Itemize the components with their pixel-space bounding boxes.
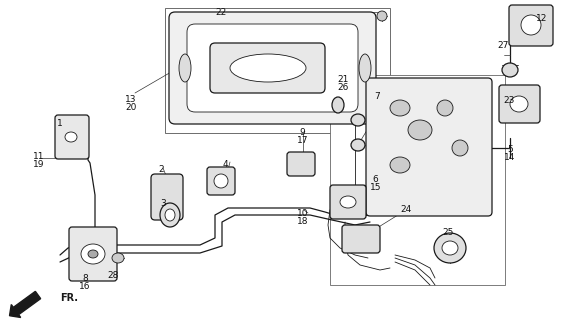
Text: 13: 13: [125, 95, 136, 104]
Ellipse shape: [340, 196, 356, 208]
Ellipse shape: [437, 100, 453, 116]
Ellipse shape: [351, 114, 365, 126]
FancyBboxPatch shape: [330, 185, 366, 219]
Text: 21: 21: [337, 75, 348, 84]
Ellipse shape: [521, 15, 541, 35]
Text: 25: 25: [442, 228, 454, 237]
FancyBboxPatch shape: [55, 115, 89, 159]
Ellipse shape: [351, 139, 365, 151]
Ellipse shape: [88, 250, 98, 258]
Ellipse shape: [165, 209, 175, 221]
Text: 22: 22: [215, 8, 226, 17]
FancyArrow shape: [10, 292, 41, 317]
FancyBboxPatch shape: [210, 43, 325, 93]
Ellipse shape: [408, 120, 432, 140]
Ellipse shape: [452, 140, 468, 156]
Bar: [165, 8, 390, 133]
Ellipse shape: [390, 157, 410, 173]
Bar: [330, 75, 505, 285]
Text: 9: 9: [300, 128, 305, 137]
FancyBboxPatch shape: [151, 174, 183, 220]
Ellipse shape: [359, 54, 371, 82]
FancyBboxPatch shape: [499, 85, 540, 123]
Ellipse shape: [214, 174, 228, 188]
Text: FR.: FR.: [60, 293, 78, 303]
Ellipse shape: [510, 96, 528, 112]
Ellipse shape: [332, 97, 344, 113]
Text: 27: 27: [497, 41, 509, 50]
FancyBboxPatch shape: [187, 24, 358, 112]
Text: 12: 12: [536, 14, 547, 23]
Text: 15: 15: [370, 183, 381, 192]
Text: 16: 16: [79, 282, 91, 291]
Text: 10: 10: [297, 209, 308, 218]
Text: 18: 18: [297, 217, 308, 226]
Text: 28: 28: [108, 271, 119, 280]
FancyBboxPatch shape: [509, 5, 553, 46]
Text: 1: 1: [57, 119, 63, 128]
FancyBboxPatch shape: [366, 78, 492, 216]
Text: 19: 19: [33, 160, 45, 169]
Text: 23: 23: [503, 96, 515, 105]
Text: 6: 6: [372, 175, 378, 184]
Text: 14: 14: [504, 153, 516, 162]
FancyBboxPatch shape: [342, 225, 380, 253]
Ellipse shape: [81, 244, 105, 264]
Text: 8: 8: [82, 274, 88, 283]
Ellipse shape: [502, 63, 518, 77]
Text: 5: 5: [507, 145, 513, 154]
Text: 4: 4: [222, 160, 228, 169]
Ellipse shape: [442, 241, 458, 255]
FancyBboxPatch shape: [169, 12, 376, 124]
Text: 26: 26: [337, 83, 348, 92]
Ellipse shape: [377, 11, 387, 21]
Ellipse shape: [65, 132, 77, 142]
FancyBboxPatch shape: [69, 227, 117, 281]
Ellipse shape: [390, 100, 410, 116]
Text: 20: 20: [125, 103, 136, 112]
Ellipse shape: [160, 203, 180, 227]
FancyBboxPatch shape: [207, 167, 235, 195]
Ellipse shape: [434, 233, 466, 263]
Ellipse shape: [112, 253, 124, 263]
Text: 24: 24: [400, 205, 411, 214]
FancyBboxPatch shape: [287, 152, 315, 176]
Text: 17: 17: [297, 136, 308, 145]
Ellipse shape: [230, 54, 306, 82]
Text: 3: 3: [160, 199, 166, 208]
Text: 7: 7: [374, 92, 380, 101]
Ellipse shape: [179, 54, 191, 82]
Text: 2: 2: [159, 165, 164, 174]
Text: 11: 11: [33, 152, 45, 161]
